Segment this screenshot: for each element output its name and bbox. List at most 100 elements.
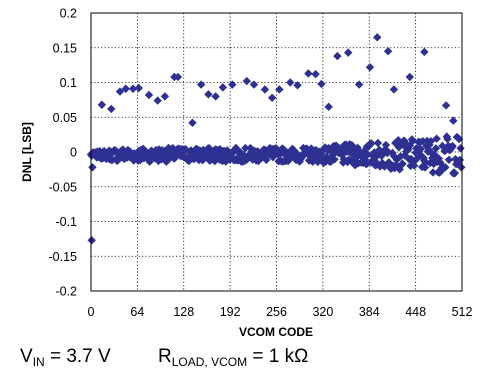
x-tick-label: 256: [266, 305, 287, 319]
data-point-band: [293, 150, 302, 159]
data-point-band: [107, 155, 117, 165]
vin-symbol: V: [20, 346, 33, 367]
plot-frame: [90, 12, 463, 292]
data-point-band: [118, 145, 128, 154]
data-point-band: [428, 168, 438, 177]
data-point-band: [388, 148, 397, 158]
y-tick-label: 0.2: [60, 7, 77, 21]
data-point-band: [448, 141, 457, 151]
data-point: [196, 80, 206, 89]
data-point-band: [400, 151, 409, 160]
data-point-band: [457, 163, 466, 172]
data-point-band: [253, 147, 262, 156]
data-point: [286, 78, 295, 87]
x-tick-label: 128: [173, 305, 194, 319]
data-point-band: [427, 148, 436, 158]
x-tick-label: 192: [220, 305, 241, 319]
data-point-band: [352, 153, 361, 163]
data-point: [304, 69, 313, 78]
data-point: [267, 93, 277, 102]
data-point-band: [409, 161, 419, 170]
data-point-band: [312, 146, 321, 155]
data-point: [97, 100, 107, 109]
data-point-band: [398, 159, 407, 169]
data-point-band: [408, 136, 417, 146]
vin-subscript: IN: [32, 355, 45, 369]
data-point: [354, 80, 364, 89]
data-point-band: [425, 158, 435, 168]
data-point-band: [432, 134, 441, 143]
data-point: [204, 90, 213, 99]
data-point-band: [221, 157, 230, 166]
data-point-band: [431, 144, 441, 153]
data-point-band: [424, 145, 433, 154]
data-point-band: [443, 134, 452, 144]
data-point-band: [429, 159, 438, 168]
data-point-band: [95, 147, 104, 156]
data-point-band: [339, 154, 349, 164]
data-point: [228, 80, 237, 89]
y-tick-label: 0.1: [60, 76, 77, 90]
data-point: [128, 84, 138, 93]
x-tick-label: 384: [359, 305, 380, 319]
x-tick-labels: 0 64 128 192 256 320 384 448 512: [88, 305, 473, 319]
data-point: [365, 63, 375, 72]
data-point: [324, 102, 333, 112]
y-tick-label: -0.1: [55, 215, 77, 229]
data-point: [344, 48, 353, 57]
data-point: [121, 84, 130, 93]
data-point-band: [239, 150, 249, 160]
data-point: [449, 116, 458, 125]
data-point-band: [391, 138, 400, 148]
data-point: [249, 80, 259, 89]
rload-condition: RLOAD, VCOM = 1 kΩ: [158, 346, 308, 369]
rload-symbol: R: [158, 346, 172, 367]
x-tick-label: 512: [452, 305, 473, 319]
data-point: [311, 69, 320, 79]
data-point-band: [430, 150, 439, 159]
y-tick-label: -0.2: [55, 285, 77, 299]
data-point: [293, 81, 302, 90]
data-point-band: [307, 144, 316, 153]
rload-value: = 1 kΩ: [247, 346, 309, 367]
data-point-band: [370, 148, 379, 157]
data-point-band: [330, 155, 339, 164]
data-point-band: [381, 140, 391, 150]
y-tick-label: -0.05: [49, 180, 78, 194]
data-point-band: [454, 134, 464, 144]
data-point-band: [120, 154, 129, 164]
data-point-band: [450, 169, 459, 178]
y-axis-title: DNL [LSB]: [20, 122, 34, 182]
data-point: [173, 72, 183, 82]
data-point-band: [421, 158, 430, 167]
data-point-band: [444, 155, 454, 164]
y-tick-label: 0: [70, 146, 77, 160]
data-point-band: [389, 151, 399, 161]
data-point-band: [241, 143, 250, 153]
data-point: [88, 163, 97, 172]
data-point: [420, 47, 429, 57]
data-point: [107, 104, 116, 114]
data-point-band: [367, 139, 376, 148]
data-point: [211, 92, 220, 101]
x-axis-title: VCOM CODE: [239, 325, 313, 339]
data-point: [188, 118, 197, 128]
data-point-band: [198, 155, 207, 165]
y-tick-labels: 0.2 0.15 0.1 0.05 0 -0.05 -0.1 -0.15 -0.2: [49, 7, 78, 299]
data-point-band: [456, 144, 465, 153]
data-point: [218, 83, 228, 92]
data-point-band: [262, 155, 271, 165]
x-tick-label: 64: [130, 305, 144, 319]
data-point-band: [204, 143, 214, 153]
data-point: [153, 96, 162, 105]
y-tick-label: -0.15: [49, 250, 78, 264]
data-point-band: [393, 161, 402, 171]
data-point-band: [304, 147, 313, 156]
data-point: [260, 85, 270, 94]
data-point-band: [138, 144, 148, 153]
y-tick-label: 0.05: [53, 111, 77, 125]
data-point-band: [318, 153, 328, 163]
data-point: [333, 51, 342, 61]
x-tick-label: 320: [312, 305, 333, 319]
data-point-band: [420, 163, 430, 172]
